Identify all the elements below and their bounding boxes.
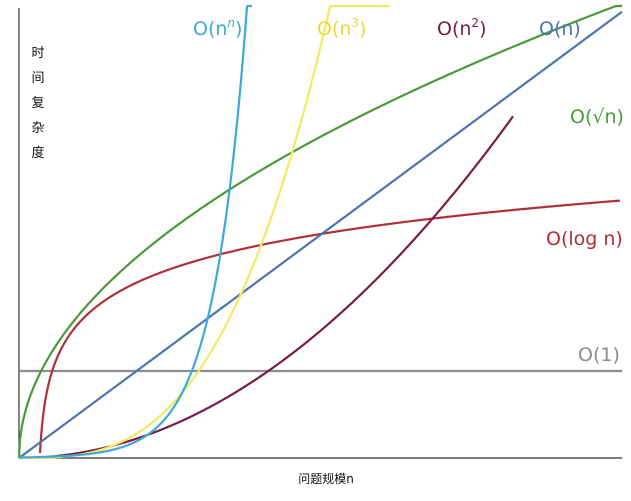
- y-axis-label-char: 间: [31, 71, 44, 86]
- series-line-exponent: [18, 4, 253, 459]
- series-line-sqrt: [17, 4, 623, 459]
- series-label-log: O(log n): [546, 228, 623, 250]
- y-axis-label-char: 时: [31, 46, 44, 61]
- series-line-linear: [18, 10, 623, 459]
- series-label-exponent: O(nn): [193, 16, 242, 40]
- series-lines: [17, 4, 623, 460]
- series-line-log: [38, 199, 621, 454]
- series-labels: O(1) O(log n) O(√n) O(n) O(n2) O(n3) O(nn): [193, 16, 624, 366]
- y-axis-label-char: 杂: [31, 121, 44, 136]
- x-axis-label: 问题规模n: [298, 471, 354, 486]
- series-label-sqrt: O(√n): [570, 106, 624, 128]
- series-label-constant: O(1): [578, 344, 620, 366]
- y-axis-label-char: 复: [31, 96, 44, 111]
- series-label-linear: O(n): [539, 18, 581, 40]
- y-axis-label-char: 度: [31, 145, 44, 161]
- series-label-cube: O(n3): [317, 16, 366, 40]
- series-label-square: O(n2): [437, 16, 486, 40]
